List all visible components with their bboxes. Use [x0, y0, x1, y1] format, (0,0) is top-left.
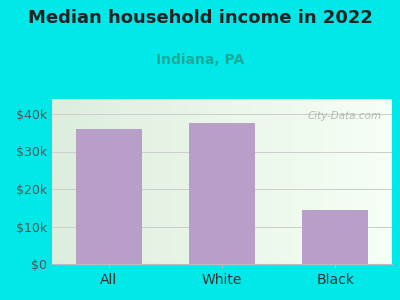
Text: City-Data.com: City-Data.com: [308, 110, 382, 121]
Bar: [302, 210, 368, 264]
Bar: [189, 123, 255, 264]
Bar: [76, 129, 142, 264]
Text: Median household income in 2022: Median household income in 2022: [28, 9, 372, 27]
Text: Indiana, PA: Indiana, PA: [156, 52, 244, 67]
